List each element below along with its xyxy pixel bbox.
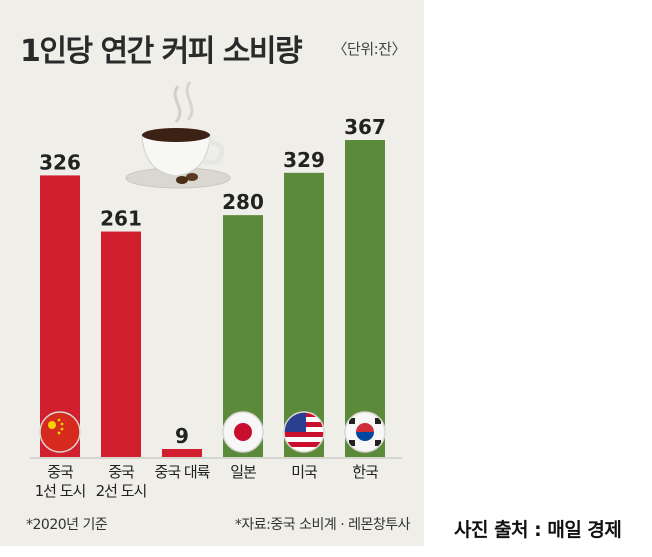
bar: [101, 231, 141, 457]
korea-flag-icon: [344, 411, 386, 453]
chart-panel: 1인당 연간 커피 소비량 〈단위:잔〉 326 261 9 280 329 367 중국…: [0, 0, 424, 546]
data-label: 261: [100, 207, 142, 231]
chart-title: 1인당 연간 커피 소비량: [20, 34, 303, 69]
category-label: 중국 1선 도시: [34, 463, 87, 500]
bar: [162, 449, 202, 457]
bar: [284, 172, 324, 458]
coffee-cup-icon: [125, 81, 231, 189]
footnote-source: *자료:중국 소비계 · 레몬창투사: [234, 517, 411, 533]
data-label: 367: [344, 115, 386, 139]
bar: [345, 140, 385, 457]
data-label: 326: [39, 150, 81, 174]
category-label: 중국 2선 도시: [95, 463, 148, 500]
data-label: 9: [175, 424, 189, 448]
japan-flag-icon: [222, 411, 264, 453]
unit-label: 〈단위:잔〉: [332, 40, 407, 58]
bar-chart: 326 261 9 280 329 367: [30, 81, 402, 459]
category-label: 일본: [230, 463, 257, 481]
footnote-year: *2020년 기준: [26, 517, 108, 533]
data-label: 280: [222, 190, 264, 214]
category-label: 한국: [352, 463, 379, 481]
usa-flag-icon: [283, 411, 325, 453]
data-label: 329: [283, 148, 325, 172]
category-label: 중국 대륙: [154, 463, 211, 481]
china-flag-icon: [39, 411, 81, 453]
photo-credit: 사진 출처 : 매일 경제: [454, 519, 622, 541]
category-label: 미국: [291, 463, 318, 481]
bar: [40, 175, 80, 457]
